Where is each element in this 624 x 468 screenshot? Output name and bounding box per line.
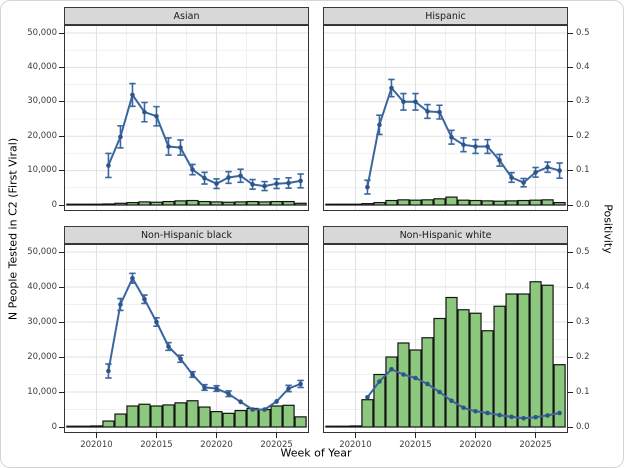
- left-axis-tick-label: 30,000: [27, 96, 57, 107]
- right-axis-tick-label: 0.1: [576, 165, 590, 176]
- x-axis-tick: [475, 433, 477, 438]
- right-axis-tick: [568, 356, 573, 358]
- x-axis-tick: [155, 433, 157, 438]
- left-axis-tick-label: 0: [51, 421, 57, 432]
- left-axis-tick-label: 50,000: [27, 246, 57, 257]
- facet-strip-non-hispanic-black: Non-Hispanic black: [64, 226, 309, 244]
- x-axis-tick: [535, 433, 537, 438]
- x-axis-tick: [414, 433, 416, 438]
- right-axis-tick: [568, 170, 573, 172]
- right-axis-tick: [568, 251, 573, 253]
- left-axis-tick-label: 10,000: [27, 386, 57, 397]
- right-axis-tick: [568, 286, 573, 288]
- right-axis-tick: [568, 32, 573, 34]
- right-axis-tick-label: 0.0: [576, 199, 590, 210]
- x-axis-tick: [354, 433, 356, 438]
- right-axis-tick-label: 0.2: [576, 351, 590, 362]
- chart-panel-non-hispanic-white: [323, 244, 568, 433]
- left-axis-tick: [59, 135, 64, 137]
- facet-strip-label: Non-Hispanic black: [140, 229, 233, 241]
- left-axis-tick-label: 40,000: [27, 61, 57, 72]
- left-axis-tick-label: 20,000: [27, 130, 57, 141]
- x-axis-tick-label: 202025: [260, 440, 293, 450]
- left-axis-tick-label: 30,000: [27, 316, 57, 327]
- x-axis-tick: [95, 433, 97, 438]
- left-axis-tick: [59, 286, 64, 288]
- right-axis-tick: [568, 321, 573, 323]
- left-axis-tick: [59, 426, 64, 428]
- x-axis-tick-label: 202025: [519, 440, 552, 450]
- facet-strip-label: Asian: [173, 10, 200, 22]
- left-axis-tick: [59, 32, 64, 34]
- right-axis-title: Positivity: [601, 204, 615, 254]
- right-axis-tick-label: 0.1: [576, 386, 590, 397]
- chart-panel-non-hispanic-black: [64, 244, 309, 433]
- x-axis-tick-label: 202020: [459, 440, 492, 450]
- right-axis-tick: [568, 204, 573, 206]
- right-axis-tick-label: 0.5: [576, 246, 590, 257]
- right-axis-tick: [568, 66, 573, 68]
- left-axis-tick: [59, 356, 64, 358]
- x-axis-tick-label: 202015: [399, 440, 432, 450]
- right-axis-tick-label: 0.2: [576, 130, 590, 141]
- facet-strip-asian: Asian: [64, 7, 309, 25]
- left-axis-tick: [59, 66, 64, 68]
- left-axis-tick: [59, 204, 64, 206]
- left-axis-tick: [59, 321, 64, 323]
- left-axis-tick: [59, 391, 64, 393]
- facet-strip-hispanic: Hispanic: [323, 7, 568, 25]
- right-axis-tick: [568, 101, 573, 103]
- left-axis-tick-label: 10,000: [27, 165, 57, 176]
- left-axis-tick-label: 40,000: [27, 281, 57, 292]
- left-axis-tick: [59, 170, 64, 172]
- right-axis-tick-label: 0.0: [576, 421, 590, 432]
- right-axis-tick-label: 0.3: [576, 96, 590, 107]
- chart-panel-hispanic: [323, 25, 568, 211]
- left-axis-tick: [59, 251, 64, 253]
- left-axis-tick-label: 50,000: [27, 27, 57, 38]
- right-axis-tick-label: 0.3: [576, 316, 590, 327]
- right-axis-tick-label: 0.4: [576, 61, 590, 72]
- right-axis-tick-label: 0.4: [576, 281, 590, 292]
- x-axis-tick: [276, 433, 278, 438]
- facet-strip-non-hispanic-white: Non-Hispanic white: [323, 226, 568, 244]
- x-axis-tick-label: 202010: [80, 440, 113, 450]
- x-axis-title: Week of Year: [280, 446, 352, 460]
- x-axis-tick-label: 202015: [140, 440, 173, 450]
- facet-strip-label: Hispanic: [425, 10, 466, 22]
- left-axis-tick: [59, 101, 64, 103]
- right-axis-tick: [568, 391, 573, 393]
- x-axis-tick-label: 202020: [200, 440, 233, 450]
- facet-strip-label: Non-Hispanic white: [399, 229, 492, 241]
- x-axis-tick: [216, 433, 218, 438]
- left-axis-tick-label: 0: [51, 199, 57, 210]
- right-axis-tick-label: 0.5: [576, 27, 590, 38]
- chart-panel-asian: [64, 25, 309, 211]
- left-axis-tick-label: 20,000: [27, 351, 57, 362]
- right-axis-tick: [568, 426, 573, 428]
- right-axis-tick: [568, 135, 573, 137]
- x-axis-tick-label: 202010: [339, 440, 372, 450]
